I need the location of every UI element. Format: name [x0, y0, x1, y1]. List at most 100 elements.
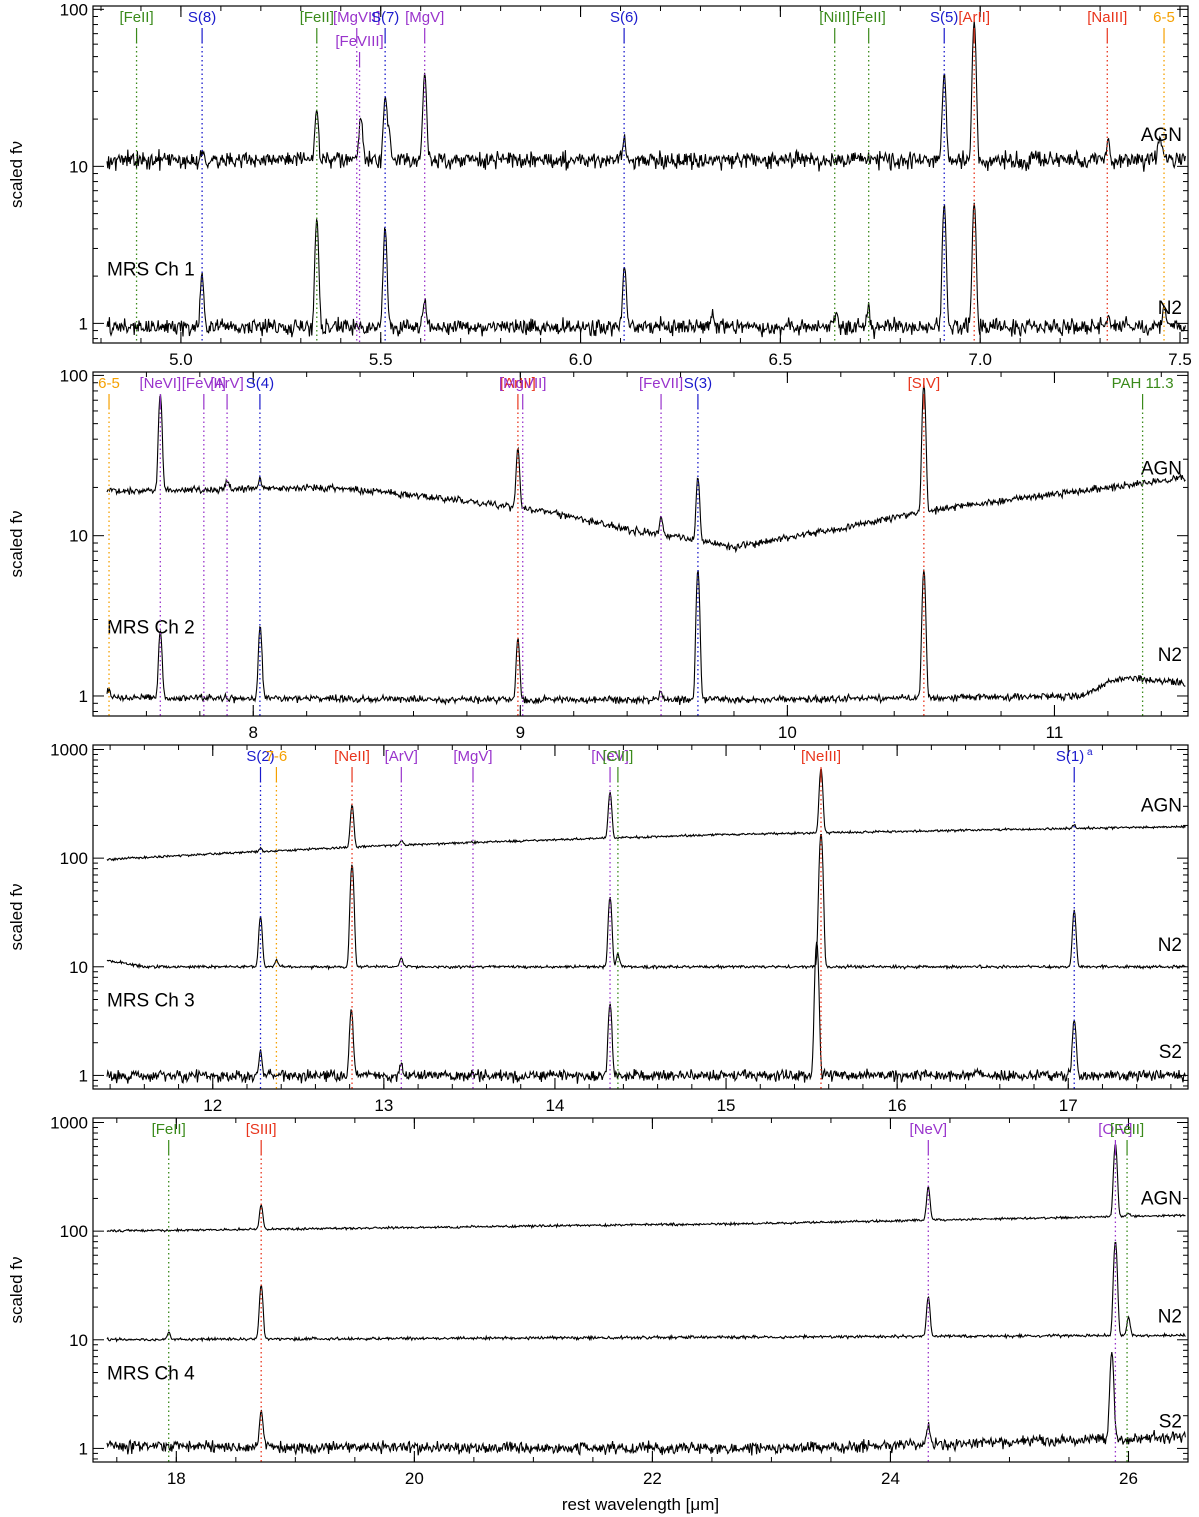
y-tick-label: 100 [60, 849, 88, 868]
line-marker-label: S(7) [371, 9, 399, 26]
line-marker-label: [SIV] [908, 375, 941, 392]
x-tick-label: 17 [1059, 1096, 1078, 1115]
line-marker-label: S(4) [246, 375, 274, 392]
line-marker-label: PAH 11.3 [1112, 375, 1174, 392]
spectrum-n2 [106, 833, 1186, 971]
x-tick-label: 9 [516, 723, 525, 742]
line-marker-label: [FeVII] [182, 375, 226, 392]
series-label-s2: S2 [1159, 1042, 1182, 1063]
x-axis-label: rest wavelength [μm] [562, 1495, 719, 1514]
panel-1: 5.0 5.5 6.0 6.5 7.0 7.5 1 10 100 scaled fν AGN N2 MR… [7, 0, 1192, 369]
spectrum-agn [106, 21, 1186, 172]
line-marker-label: S(6) [610, 9, 638, 26]
line-marker-label: [MgVII] [499, 375, 547, 392]
panel-label: MRS Ch 1 [107, 260, 195, 281]
line-marker-label: S(2) [246, 748, 274, 765]
line-marker-label: S(5) [930, 9, 958, 26]
series-label-agn: AGN [1141, 1189, 1182, 1210]
series-label-n2: N2 [1158, 298, 1182, 319]
spectrum-agn [106, 1144, 1186, 1233]
x-tick-label: 7.5 [1168, 350, 1192, 369]
line-marker-label: [NeIII] [801, 748, 841, 765]
x-tick-label: 13 [374, 1096, 393, 1115]
series-label-n2: N2 [1158, 645, 1182, 666]
line-marker-label: [OIV] [1098, 1121, 1132, 1138]
x-tick-label: 16 [888, 1096, 907, 1115]
panel-4: 18 20 22 24 26 1 10 100 1000 scaled fν AGN N2 S2 MRS … [7, 1113, 1189, 1514]
y-tick-label: 1 [79, 1439, 88, 1458]
y-tick-label: 1 [79, 1066, 88, 1085]
panel-label: MRS Ch 2 [107, 617, 195, 638]
y-tick-label: 10 [69, 527, 88, 546]
y-tick-label: 10 [69, 958, 88, 977]
line-marker-label: S(3) [684, 375, 712, 392]
panel-label: MRS Ch 3 [107, 990, 195, 1011]
series-label-agn: AGN [1141, 125, 1182, 146]
line-marker-label: [FeII] [119, 9, 153, 26]
line-marker-label: [FeVIII] [335, 33, 383, 50]
line-marker-label: [NeII] [334, 748, 370, 765]
spectrum-agn [106, 383, 1186, 554]
x-tick-label: 7.0 [968, 350, 992, 369]
line-marker-label: [ClII] [602, 748, 633, 765]
line-marker-label: [ArII] [958, 9, 990, 26]
x-tick-label: 15 [717, 1096, 736, 1115]
line-marker-label: [MgVII] [333, 9, 381, 26]
x-tick-label: 8 [249, 723, 258, 742]
x-tick-label: 24 [881, 1469, 900, 1488]
line-marker-label: [FeII] [852, 9, 886, 26]
line-marker-label: [FeII] [152, 1121, 186, 1138]
line-marker-label: [FeVII] [639, 375, 683, 392]
line-marker-label: [NiII] [819, 9, 850, 26]
x-tick-label: 11 [1046, 723, 1064, 742]
line-marker-label: [FeII] [300, 9, 334, 26]
x-tick-label: 5.0 [169, 350, 193, 369]
line-marker-label: [NeV] [591, 748, 629, 765]
x-tick-label: 26 [1119, 1469, 1138, 1488]
line-marker-label: [ArV] [210, 375, 243, 392]
spectrum-n2 [106, 569, 1186, 706]
y-tick-label: 100 [60, 0, 88, 19]
line-marker-label: [SIII] [246, 1121, 277, 1138]
spectrum-s2 [106, 1352, 1186, 1456]
spectrum-n2 [106, 202, 1186, 340]
y-tick-label: 1000 [50, 1113, 88, 1132]
x-tick-label: 20 [405, 1469, 424, 1488]
series-label-agn: AGN [1141, 459, 1182, 480]
plot-frame [92, 371, 1189, 717]
x-tick-label: 10 [778, 723, 797, 742]
series-label-s2: S2 [1159, 1412, 1182, 1433]
plot-frame [92, 1117, 1189, 1463]
spectrum-n2 [106, 1241, 1186, 1343]
line-marker-label: 6-5 [1153, 9, 1175, 26]
x-tick-label: 18 [167, 1469, 186, 1488]
x-tick-label: 5.5 [369, 350, 393, 369]
y-axis-label: scaled fν [7, 1256, 26, 1323]
y-tick-label: 1000 [50, 740, 88, 759]
plot-frame [92, 744, 1189, 1090]
line-marker-label: [ArV] [385, 748, 418, 765]
spectrum-agn [106, 768, 1186, 862]
y-tick-label: 100 [60, 1222, 88, 1241]
y-tick-label: 1 [79, 314, 88, 333]
x-tick-label: 12 [203, 1096, 222, 1115]
x-tick-label: 14 [545, 1096, 564, 1115]
line-marker-label: S(1) a [1056, 747, 1093, 765]
line-marker-label: 6-5 [98, 375, 120, 392]
x-tick-label: 22 [643, 1469, 662, 1488]
y-tick-label: 100 [60, 366, 88, 385]
x-tick-label: 6.5 [769, 350, 793, 369]
y-axis-label: scaled fν [7, 510, 26, 577]
line-marker-label: [MgV] [405, 9, 444, 26]
line-marker-label: [ArIII] [500, 375, 536, 392]
line-marker-label: [MgV] [453, 748, 492, 765]
line-marker-label: [FeII] [1110, 1121, 1144, 1138]
y-axis-label: scaled fν [7, 883, 26, 950]
series-label-n2: N2 [1158, 1306, 1182, 1327]
line-marker-superscript: a [1084, 747, 1093, 758]
y-tick-label: 10 [69, 1331, 88, 1350]
line-marker-label: [NeVI] [139, 375, 181, 392]
y-axis-label: scaled fν [7, 141, 26, 208]
spectrum-s2 [106, 941, 1186, 1084]
